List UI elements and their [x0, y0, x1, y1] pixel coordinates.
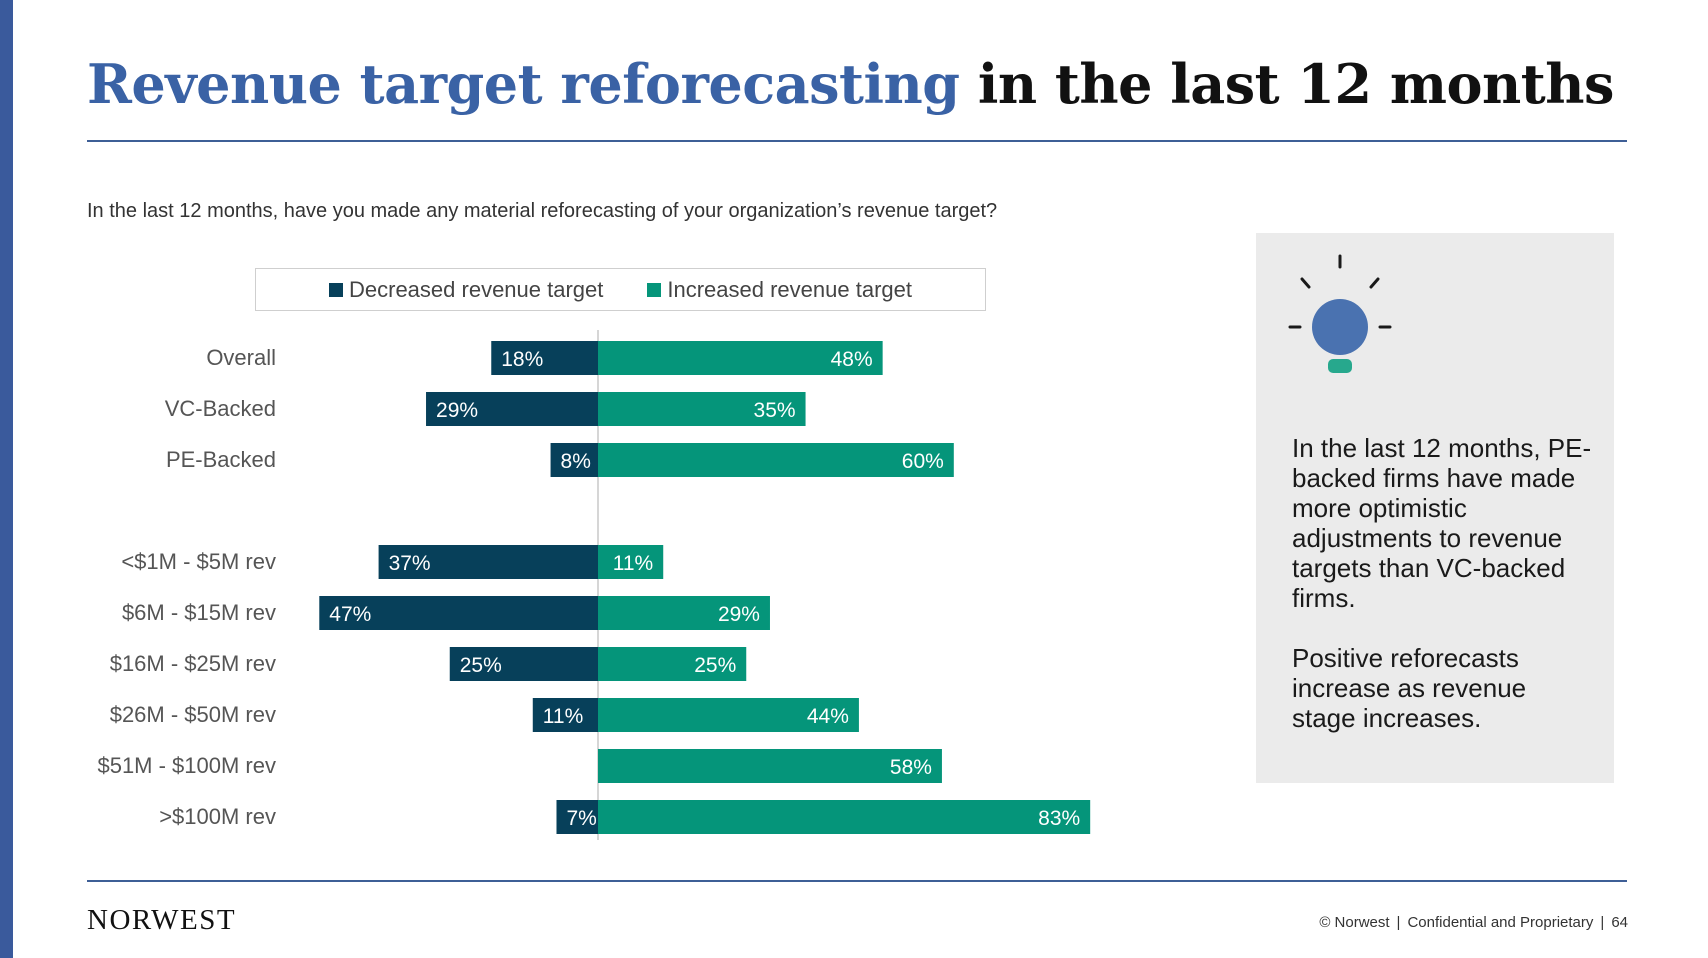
legend-item-increased: Increased revenue target [647, 277, 912, 303]
bar-decreased [550, 443, 598, 477]
bar-decreased [449, 647, 598, 681]
data-label-decreased: 11% [543, 705, 583, 728]
insight-callout: In the last 12 months, PE-backed firms h… [1256, 233, 1614, 783]
data-label-increased: 11% [613, 552, 653, 575]
bar-decreased [319, 596, 598, 630]
data-label-decreased: 25% [460, 654, 502, 677]
category-label: $6M - $15M rev [122, 600, 276, 625]
callout-paragraph-1: In the last 12 months, PE-backed firms h… [1292, 433, 1592, 613]
bar-increased [598, 800, 1091, 834]
bar-increased [598, 341, 883, 375]
bar-increased [598, 698, 859, 732]
data-label-increased: 83% [1038, 807, 1080, 830]
survey-question: In the last 12 months, have you made any… [87, 200, 998, 222]
bar-increased [598, 749, 942, 783]
data-label-decreased: 8% [561, 450, 591, 473]
title-highlight: Revenue target reforecasting [87, 52, 960, 116]
company-logo: NORWEST [87, 904, 237, 936]
footer-divider [87, 880, 1627, 882]
data-label-increased: 25% [694, 654, 736, 677]
bar-increased [598, 392, 806, 426]
category-label: <$1M - $5M rev [121, 549, 276, 574]
footer-separator: | [1600, 914, 1605, 931]
data-label-decreased: 47% [329, 603, 371, 626]
data-label-increased: 58% [890, 756, 932, 779]
callout-paragraph-2: Positive reforecasts increase as revenue… [1292, 643, 1527, 733]
bar-decreased [556, 800, 598, 834]
title-divider [87, 140, 1627, 142]
legend-label-decreased: Decreased revenue target [349, 276, 604, 302]
data-label-increased: 35% [754, 399, 796, 422]
category-label: $16M - $25M rev [110, 651, 276, 676]
data-label-decreased: 18% [501, 348, 543, 371]
slide-accent-bar [0, 0, 13, 958]
data-label-decreased: 7% [566, 807, 596, 830]
category-label: $51M - $100M rev [97, 753, 276, 778]
data-label-increased: 44% [807, 705, 849, 728]
bar-decreased [426, 392, 598, 426]
bar-decreased [532, 698, 598, 732]
chart-legend: Decreased revenue target Increased reven… [255, 268, 986, 311]
footer-separator: | [1396, 914, 1401, 931]
footer-confidential: Confidential and Proprietary [1407, 914, 1594, 931]
data-label-increased: 29% [718, 603, 760, 626]
bar-increased [598, 443, 954, 477]
legend-item-decreased: Decreased revenue target [329, 277, 603, 303]
bar-increased [598, 596, 770, 630]
category-label: $26M - $50M rev [110, 702, 276, 727]
legend-label-increased: Increased revenue target [667, 276, 912, 302]
data-label-decreased: 37% [389, 552, 431, 575]
category-label: Overall [206, 345, 276, 370]
category-label: PE-Backed [166, 447, 276, 472]
slide-footer: © Norwest | Confidential and Proprietary | 6… [1319, 914, 1628, 931]
data-label-decreased: 29% [436, 399, 478, 422]
bar-increased [598, 647, 747, 681]
legend-swatch-decreased [329, 282, 343, 297]
data-label-increased: 60% [902, 450, 944, 473]
category-label: VC-Backed [165, 396, 276, 421]
title-rest: in the last 12 months [977, 52, 1615, 116]
callout-text: In the last 12 months, PE-backed firms h… [1292, 433, 1592, 733]
bar-decreased [491, 341, 598, 375]
lightbulb-icon [1288, 254, 1392, 373]
footer-copyright: © Norwest [1319, 914, 1390, 931]
bar-decreased [378, 545, 598, 579]
page-number: 64 [1611, 914, 1628, 931]
category-label: >$100M rev [159, 804, 276, 829]
diverging-bar-chart: Overall 18% 48% VC-Backed 29% 35% PE-Backed 8% 6… [97, 330, 1091, 840]
legend-swatch-increased [647, 282, 662, 297]
data-label-increased: 48% [831, 348, 873, 371]
slide-title: Revenue target reforecasting in the last… [87, 44, 1614, 124]
bar-increased [598, 545, 664, 579]
